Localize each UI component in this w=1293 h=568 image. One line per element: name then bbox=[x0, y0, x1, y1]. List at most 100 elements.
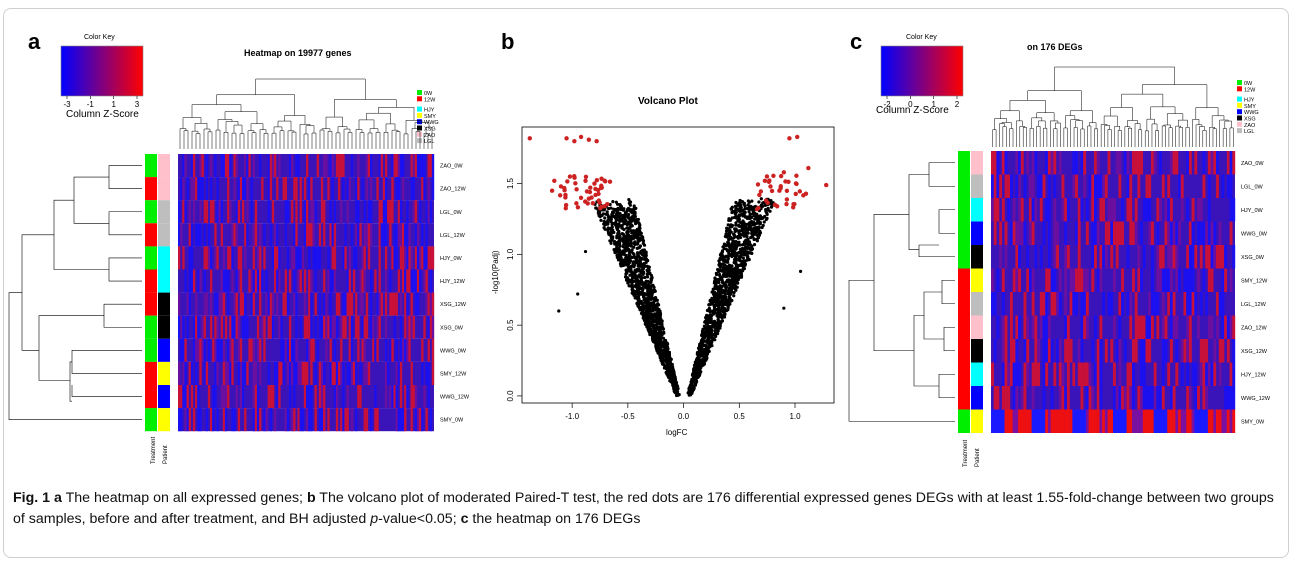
heatmap-cell bbox=[224, 408, 228, 432]
volcano-point bbox=[747, 241, 752, 245]
heatmap-cell bbox=[1229, 174, 1233, 198]
heatmap-cell bbox=[1034, 151, 1038, 175]
volcano-point bbox=[659, 340, 664, 344]
heatmap-cell bbox=[1110, 245, 1114, 269]
dendrogram-branch bbox=[291, 131, 297, 149]
heatmap-cell bbox=[239, 292, 243, 316]
heatmap-cell bbox=[210, 292, 213, 316]
heatmap-cell bbox=[1199, 409, 1203, 433]
heatmap-cell bbox=[288, 154, 292, 178]
volcano-deg-point bbox=[563, 195, 568, 200]
heatmap-cell bbox=[299, 200, 302, 224]
heatmap-cell bbox=[252, 292, 255, 316]
heatmap-cell bbox=[233, 177, 236, 201]
heatmap-cell bbox=[308, 315, 311, 339]
volcano-point bbox=[660, 326, 665, 330]
heatmap-cell bbox=[184, 200, 187, 224]
heatmap-cell bbox=[212, 338, 215, 362]
heatmap-cell bbox=[1039, 174, 1043, 198]
volcano-point bbox=[700, 330, 705, 334]
treatment-cell bbox=[958, 292, 970, 316]
dendrogram-branch bbox=[1178, 127, 1183, 147]
heatmap-cell bbox=[329, 338, 332, 362]
heatmap-cell bbox=[1207, 198, 1211, 222]
legend-label: ZAO bbox=[424, 133, 436, 139]
heatmap-cell bbox=[414, 292, 418, 316]
volcano-point bbox=[727, 232, 731, 236]
heatmap-cell bbox=[199, 200, 202, 224]
volcano-point bbox=[618, 244, 622, 248]
volcano-point bbox=[637, 245, 642, 250]
heatmap-cell bbox=[188, 361, 191, 385]
heatmap-cell bbox=[278, 246, 281, 270]
volcano-deg-point bbox=[583, 178, 588, 183]
heatmap-cell bbox=[1094, 362, 1097, 386]
heatmap-cell bbox=[1088, 409, 1092, 433]
heatmap-cell bbox=[316, 246, 319, 270]
heatmap-cell bbox=[1232, 386, 1236, 410]
heatmap-cell bbox=[1150, 409, 1154, 433]
volcano-point bbox=[730, 241, 735, 246]
heatmap-cell bbox=[229, 246, 232, 270]
volcano-deg-point bbox=[567, 174, 573, 179]
volcano-point bbox=[629, 234, 633, 238]
heatmap-cell bbox=[1080, 268, 1084, 292]
heatmap-cell bbox=[1009, 362, 1013, 386]
heatmap-cell bbox=[1232, 362, 1236, 386]
heatmap-cell bbox=[1099, 174, 1103, 198]
heatmap-cell bbox=[1085, 362, 1089, 386]
dendrogram-branch bbox=[366, 112, 391, 124]
volcano-point bbox=[642, 298, 646, 302]
legend-label: XSG bbox=[424, 127, 436, 133]
volcano-point bbox=[712, 323, 716, 328]
heatmap-cell bbox=[1123, 386, 1127, 410]
heatmap-cell bbox=[320, 200, 324, 224]
heatmap-cell bbox=[1031, 409, 1035, 433]
volcano-point bbox=[624, 238, 629, 242]
volcano-point bbox=[631, 260, 635, 264]
volcano-point bbox=[615, 202, 620, 206]
volcano-point bbox=[720, 290, 724, 295]
heatmap-cell bbox=[254, 269, 258, 293]
dendrogram-branch bbox=[334, 99, 397, 118]
volcano-point bbox=[708, 309, 712, 313]
heatmap-cell bbox=[180, 338, 183, 362]
volcano-point bbox=[743, 207, 747, 211]
heatmap-cell bbox=[1169, 198, 1173, 222]
heatmap-cell bbox=[197, 385, 200, 409]
volcano-title: Volcano Plot bbox=[638, 96, 698, 107]
heatmap-cell bbox=[1197, 198, 1200, 222]
heatmap-cell bbox=[1023, 362, 1027, 386]
volcano-point bbox=[737, 224, 741, 228]
heatmap-cell bbox=[1026, 339, 1030, 363]
heatmap-cell bbox=[1156, 198, 1160, 222]
heatmap-cell bbox=[318, 292, 322, 316]
dendrogram-branch bbox=[279, 130, 285, 149]
heatmap-cell bbox=[1099, 198, 1103, 222]
heatmap-cell bbox=[355, 177, 358, 201]
heatmap-cell bbox=[203, 338, 206, 362]
heatmap-cell bbox=[295, 177, 298, 201]
heatmap-cell bbox=[367, 154, 371, 178]
dendrogram-branch bbox=[1043, 127, 1048, 147]
volcano-deg-point bbox=[552, 178, 557, 183]
heatmap-cell bbox=[267, 315, 270, 339]
heatmap-cell bbox=[312, 223, 315, 247]
volcano-point bbox=[764, 217, 768, 222]
heatmap-cell bbox=[320, 408, 324, 432]
heatmap-cell bbox=[220, 338, 223, 362]
heatmap-cell bbox=[222, 292, 226, 316]
heatmap-cell bbox=[1229, 198, 1233, 222]
heatmap-cell bbox=[1072, 174, 1076, 198]
heatmap-cell bbox=[210, 177, 213, 201]
heatmap-cell bbox=[335, 154, 339, 178]
heatmap-cell bbox=[1191, 221, 1195, 245]
dendrogram-branch bbox=[395, 131, 401, 149]
volcano-point bbox=[706, 339, 710, 343]
heatmap-cell bbox=[303, 292, 307, 316]
volcano-point bbox=[750, 244, 754, 248]
heatmap-cell bbox=[363, 223, 366, 247]
volcano-deg-point bbox=[596, 191, 601, 197]
heatmap-cell bbox=[244, 246, 247, 270]
heatmap-cell bbox=[391, 385, 394, 409]
